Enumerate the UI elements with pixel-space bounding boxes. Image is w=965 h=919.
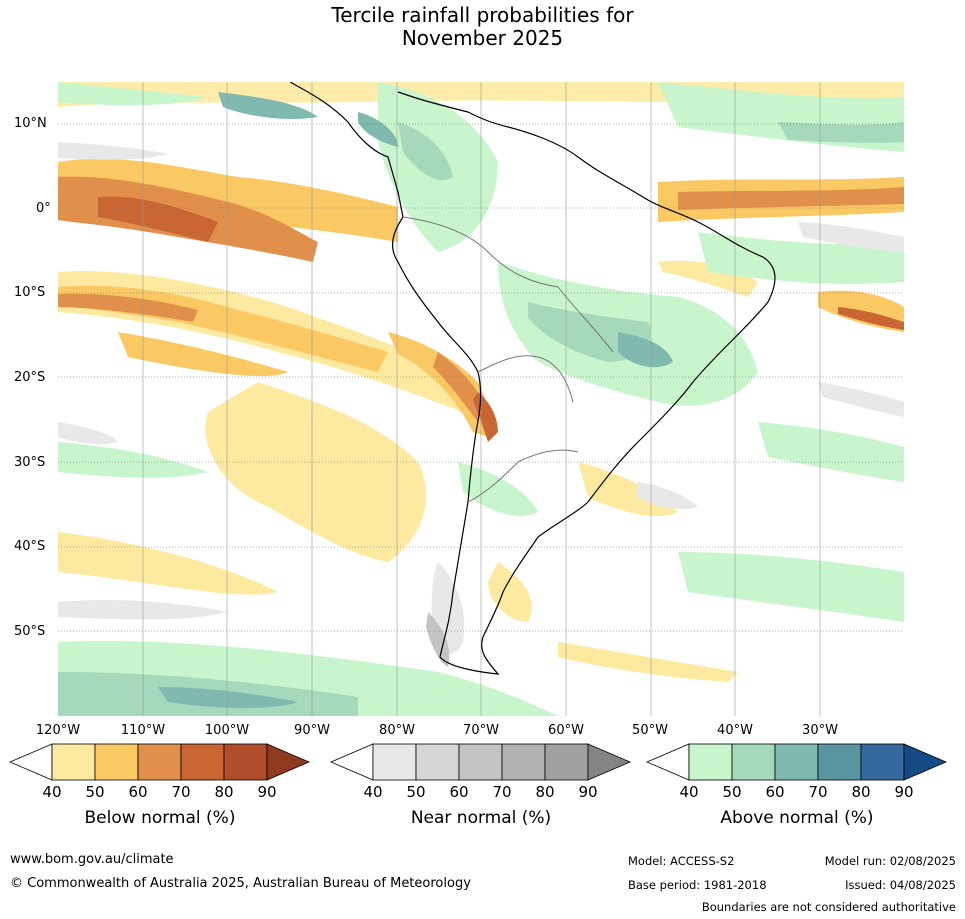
lon-label-90w: 90°W	[294, 723, 330, 738]
colorbar-segment	[731, 743, 776, 781]
above-normal-colorbar	[645, 743, 948, 781]
colorbar-tick-label: 70	[492, 783, 512, 801]
footer-disclaimer: Boundaries are not considered authoritat…	[701, 900, 956, 914]
colorbar-tick-label: 50	[722, 783, 742, 801]
lat-label-10n: 10°N	[14, 116, 47, 131]
colorbar-tick-label: 70	[808, 783, 828, 801]
lat-label-20s: 20°S	[14, 370, 46, 385]
lon-label-100w: 100°W	[204, 723, 250, 738]
colorbar-left-extension	[645, 743, 690, 781]
lat-label-40s: 40°S	[14, 539, 46, 554]
colorbar-tick-label: 40	[363, 783, 383, 801]
colorbar-segment	[51, 743, 96, 781]
colorbar-segment	[223, 743, 268, 781]
title-line-1: Tercile rainfall probabilities for	[331, 3, 634, 27]
lat-label-30s: 30°S	[14, 455, 46, 470]
lat-label-0: 0°	[36, 201, 51, 216]
colorbar-segment	[501, 743, 546, 781]
colorbar-segment	[94, 743, 139, 781]
near-normal-colorbar	[329, 743, 632, 781]
lon-label-30w: 30°W	[802, 723, 838, 738]
title-line-2: November 2025	[401, 26, 564, 50]
coastline	[289, 82, 776, 675]
country-borders	[402, 216, 614, 503]
colorbar-left-extension	[8, 743, 53, 781]
lat-label-10s: 10°S	[14, 285, 46, 300]
below-normal-legend-title: Below normal (%)	[84, 808, 236, 828]
footer-issued: Issued: 04/08/2025	[845, 878, 956, 892]
colorbar-tick-label: 80	[851, 783, 871, 801]
lon-label-50w: 50°W	[632, 723, 668, 738]
colorbar-segment	[817, 743, 862, 781]
map-title: Tercile rainfall probabilities for Novem…	[0, 4, 965, 50]
colorbar-tick-label: 90	[257, 783, 277, 801]
lat-label-50s: 50°S	[14, 624, 46, 639]
colorbar-tick-label: 60	[765, 783, 785, 801]
legend-colorbars	[8, 743, 948, 781]
footer-url: www.bom.gov.au/climate	[10, 852, 174, 867]
colorbar-tick-label: 60	[128, 783, 148, 801]
below-normal-colorbar	[8, 743, 311, 781]
lon-label-40w: 40°W	[717, 723, 753, 738]
lon-label-110w: 110°W	[120, 723, 166, 738]
colorbar-segment	[372, 743, 417, 781]
colorbar-right-extension	[903, 743, 948, 781]
colorbar-segment	[688, 743, 733, 781]
colorbar-tick-label: 90	[578, 783, 598, 801]
colorbar-segment	[137, 743, 182, 781]
lon-label-60w: 60°W	[548, 723, 584, 738]
colorbar-left-extension	[329, 743, 374, 781]
footer-copyright: © Commonwealth of Australia 2025, Austra…	[10, 876, 471, 891]
colorbar-tick-label: 40	[679, 783, 699, 801]
colorbar-tick-label: 90	[894, 783, 914, 801]
colorbar-segment	[544, 743, 589, 781]
colorbar-segment	[774, 743, 819, 781]
colorbar-right-extension	[266, 743, 311, 781]
lon-label-80w: 80°W	[379, 723, 415, 738]
footer-model: Model: ACCESS-S2	[628, 854, 735, 868]
lon-label-120w: 120°W	[35, 723, 81, 738]
colorbar-tick-label: 80	[214, 783, 234, 801]
colorbar-segment	[180, 743, 225, 781]
colorbar-tick-label: 60	[449, 783, 469, 801]
colorbar-segment	[415, 743, 460, 781]
colorbar-tick-label: 50	[85, 783, 105, 801]
colorbar-tick-label: 40	[42, 783, 62, 801]
colorbar-tick-label: 80	[535, 783, 555, 801]
footer-base-period: Base period: 1981-2018	[628, 878, 767, 892]
colorbar-segment	[860, 743, 905, 781]
lon-label-70w: 70°W	[463, 723, 499, 738]
map-canvas	[58, 82, 904, 716]
colorbar-tick-label: 70	[171, 783, 191, 801]
footer-model-run: Model run: 02/08/2025	[824, 854, 956, 868]
colorbar-tick-label: 50	[406, 783, 426, 801]
above-normal-legend-title: Above normal (%)	[720, 808, 874, 828]
above-normal-regions	[58, 82, 904, 716]
near-normal-legend-title: Near normal (%)	[410, 808, 552, 828]
colorbar-right-extension	[587, 743, 632, 781]
probability-map	[58, 82, 904, 716]
colorbar-segment	[458, 743, 503, 781]
